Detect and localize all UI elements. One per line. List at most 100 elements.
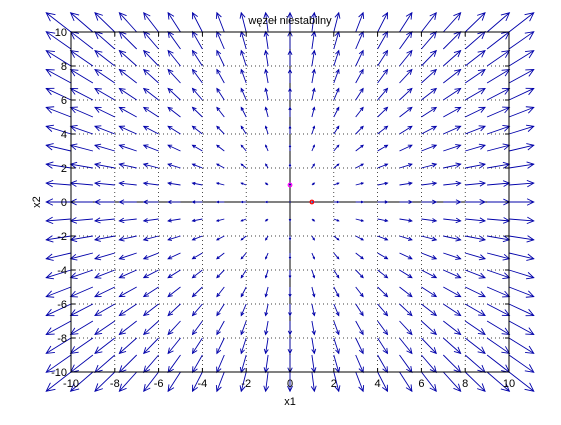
field-arrow [94,12,116,33]
field-arrow [311,163,315,169]
field-arrow [399,125,413,135]
y-tick-label: -10 [51,367,67,379]
field-arrow [464,371,486,392]
field-arrow [486,69,511,84]
x-tick-label: 10 [503,378,515,390]
field-arrow [69,286,94,298]
field-arrow [265,144,269,152]
field-arrow [486,252,511,261]
field-arrow [288,87,292,100]
field-arrow [191,87,203,101]
field-arrow [508,303,535,317]
field-arrow [465,125,486,135]
field-arrow [240,144,247,152]
field-arrow [377,87,389,101]
field-arrow [264,87,269,101]
field-arrow [464,354,486,373]
field-arrow [45,124,72,135]
y-tick-label: 6 [61,95,67,107]
field-arrow [508,50,535,67]
field-arrow [167,354,181,374]
field-arrow [486,12,511,33]
y-tick-label: 8 [61,61,67,73]
field-arrow [421,320,438,336]
field-arrow [45,12,72,33]
field-arrow [240,235,247,241]
field-arrow [167,320,181,336]
field-arrow [508,106,535,118]
field-arrow [333,87,340,101]
field-arrow [465,252,487,261]
field-arrow [311,337,317,355]
field-arrow [464,303,486,317]
field-arrow [377,68,389,84]
field-arrow [443,217,462,224]
field-arrow [421,303,438,317]
field-arrow [509,198,535,206]
field-arrow [508,337,535,354]
field-arrow [333,218,340,222]
field-arrow [443,235,462,242]
field-arrow [216,252,225,260]
field-arrow [377,144,389,152]
field-arrow [216,303,225,317]
field-arrow [215,163,225,169]
field-arrow [464,49,486,67]
tick-labels: -10 -8 -6 -4 -2 0 2 4 6 8 10 -10 -8 -6 -4 -2 0 2 4 6 8 10 [51,27,515,390]
field-arrow [421,144,438,152]
field-arrow [465,106,486,118]
field-arrow [508,252,535,261]
field-arrow [399,371,413,393]
field-arrow [464,337,486,355]
field-arrow [421,87,438,101]
field-arrow [69,235,93,243]
field-arrow [508,216,535,225]
field-arrow [191,163,203,169]
field-arrow [310,371,317,393]
field-arrow [143,371,159,393]
field-arrow [167,269,181,279]
field-arrow [118,199,137,205]
field-arrow [421,371,437,393]
field-arrow [191,252,203,260]
field-arrow [118,180,137,187]
field-arrow [93,217,115,224]
field-arrow [311,235,315,241]
field-arrow [508,235,535,243]
field-arrow [216,30,225,50]
field-arrow [142,218,159,223]
field-arrow [264,68,269,84]
x-tick-label: 8 [462,378,468,390]
x-tick-label: -8 [110,378,120,390]
field-arrow [442,11,462,33]
field-arrow [333,235,340,241]
field-arrow [239,30,247,50]
field-arrow [167,286,181,298]
field-arrow [265,163,269,169]
field-arrow [69,337,94,354]
field-arrow [216,87,225,101]
field-arrow [69,354,94,373]
field-arrow [142,144,159,152]
field-arrow [508,371,535,392]
field-arrow [45,216,72,225]
field-arrow [240,163,247,169]
field-arrow [311,252,315,260]
field-arrow [443,320,462,336]
field-arrow [240,303,247,317]
field-arrow [399,269,413,279]
y-tick-label: 10 [55,27,67,39]
field-arrow [421,252,438,260]
field-arrow [487,217,511,224]
field-arrow [465,286,486,298]
field-arrow [377,49,389,67]
field-arrow [69,320,94,335]
field-arrow [142,68,159,84]
field-arrow [263,354,269,374]
field-arrow [421,218,438,223]
field-arrow [118,87,137,101]
y-tick-label: -6 [57,299,67,311]
field-arrow [288,125,292,134]
field-arrow [240,218,247,222]
field-arrow [486,125,511,135]
